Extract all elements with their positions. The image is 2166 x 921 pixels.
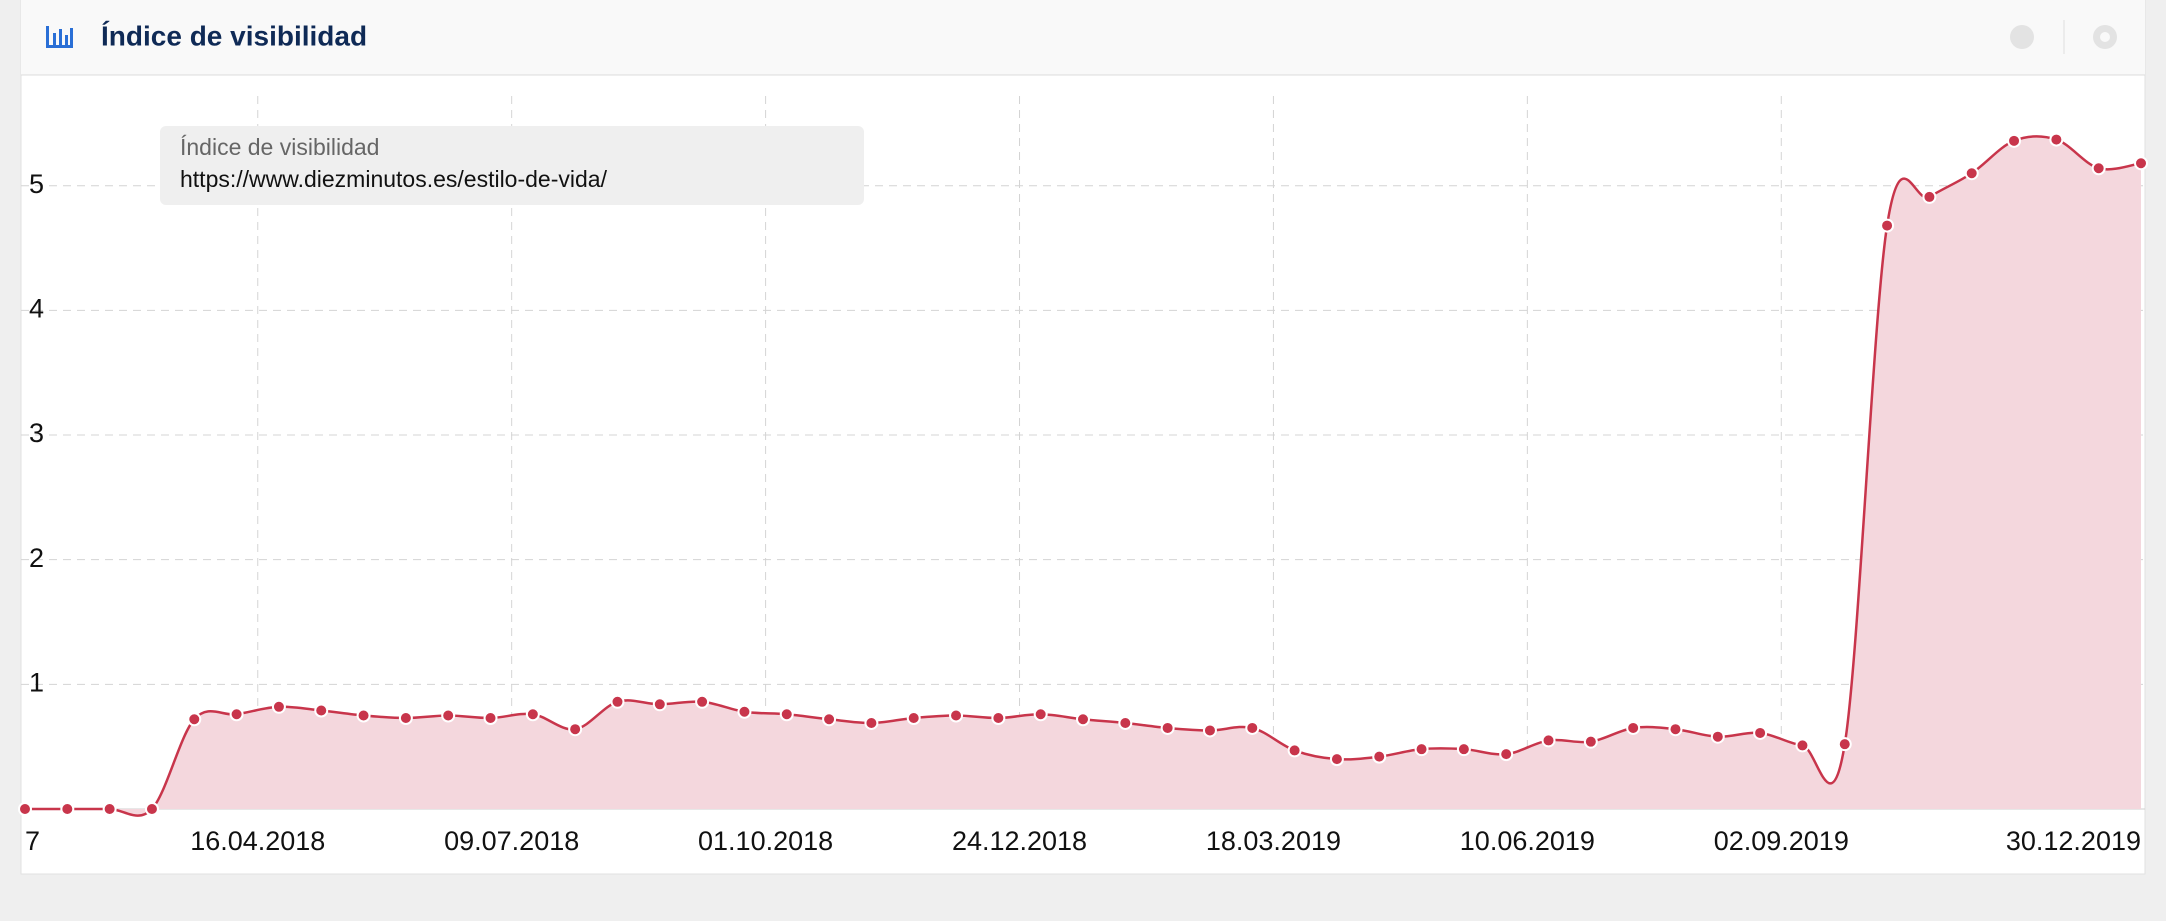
data-point [1245, 720, 1260, 735]
data-point [1076, 712, 1090, 727]
data-point [1202, 723, 1217, 738]
x-tick-label: 7 [25, 826, 40, 856]
data-point [144, 802, 159, 816]
x-tick-label: 02.09.2019 [1714, 826, 1849, 856]
data-point [610, 694, 625, 709]
data-point [1033, 707, 1048, 722]
x-tick-label: 24.12.2018 [952, 826, 1087, 856]
legend-entry: https://www.diezminutos.es/estilo-de-vid… [180, 166, 608, 192]
x-tick-label: 16.04.2018 [190, 826, 325, 856]
area [25, 136, 2141, 816]
data-point [398, 710, 413, 725]
chart-icon [46, 26, 73, 48]
data-point [229, 707, 244, 722]
y-tick-label: 4 [29, 293, 44, 323]
data-point [737, 704, 752, 719]
data-point [864, 715, 879, 730]
data-point [102, 802, 117, 816]
data-point [991, 710, 1006, 725]
x-tick-label: 10.06.2019 [1460, 826, 1595, 856]
data-point [1922, 189, 1937, 204]
data-point [1456, 742, 1471, 757]
y-tick-label: 5 [29, 169, 44, 199]
data-point [441, 708, 456, 723]
y-tick-label: 1 [29, 667, 44, 697]
x-tick-label: 01.10.2018 [698, 826, 833, 856]
data-point [1837, 737, 1852, 752]
y-tick-label: 3 [29, 418, 44, 448]
data-point [822, 712, 837, 727]
data-point [779, 707, 794, 722]
data-point [2007, 133, 2022, 148]
data-point [356, 708, 371, 723]
data-point [18, 802, 32, 816]
data-point [1541, 733, 1556, 748]
data-point [1753, 725, 1768, 740]
data-point [1118, 715, 1133, 730]
x-tick-label: 09.07.2018 [444, 826, 579, 856]
data-point [652, 697, 667, 712]
data-point [2049, 132, 2064, 147]
data-point [1626, 720, 1641, 735]
data-point [1160, 720, 1175, 735]
data-point [1964, 166, 1979, 181]
data-point [60, 802, 75, 816]
data-point [906, 710, 921, 725]
data-point [1287, 743, 1302, 758]
data-point [949, 708, 964, 723]
help-icon[interactable] [2010, 25, 2034, 49]
x-tick-label: 18.03.2019 [1206, 826, 1341, 856]
data-point [1668, 722, 1683, 737]
data-point [483, 710, 498, 725]
data-point [271, 699, 286, 714]
data-point [2134, 156, 2148, 171]
legend-box [160, 126, 864, 205]
data-point [1414, 742, 1429, 757]
settings-icon-hole [2100, 32, 2110, 42]
data-point [1795, 738, 1810, 753]
y-tick-label: 2 [29, 543, 44, 573]
data-point [695, 694, 710, 709]
data-point [1372, 749, 1387, 764]
x-tick-label: 30.12.2019 [2006, 826, 2141, 856]
data-point [1710, 729, 1725, 744]
data-point [525, 707, 540, 722]
data-point [187, 712, 202, 727]
data-point [314, 703, 329, 718]
data-point [2091, 161, 2106, 176]
card-header [21, 0, 2145, 75]
chart-title: Índice de visibilidad [101, 20, 367, 51]
data-point [568, 722, 583, 737]
data-point [1583, 734, 1598, 749]
data-point [1329, 752, 1344, 767]
data-point [1499, 747, 1514, 762]
data-point [1880, 218, 1895, 233]
legend-title: Índice de visibilidad [180, 134, 379, 160]
